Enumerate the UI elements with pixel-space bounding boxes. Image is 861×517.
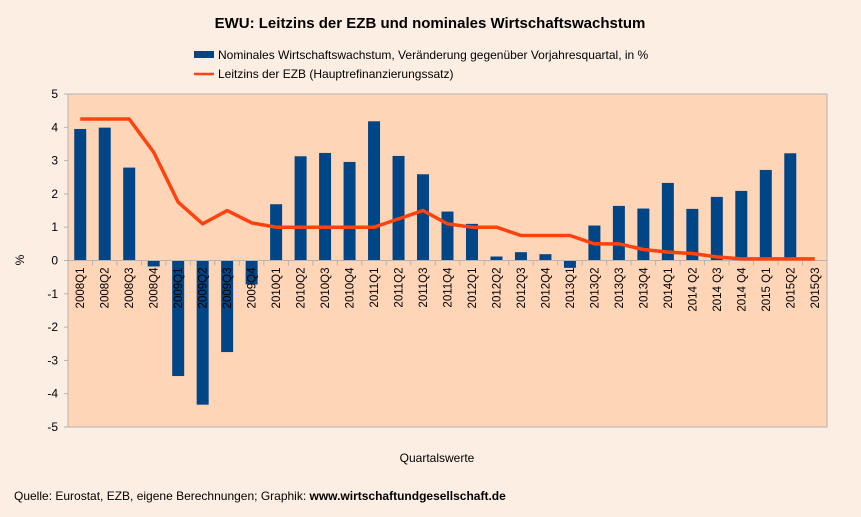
x-tick-label: 2012Q1 xyxy=(467,268,479,309)
bar-2008Q3 xyxy=(123,167,136,261)
bar-2009Q4 xyxy=(245,260,258,285)
x-tick-label: 2010Q4 xyxy=(345,267,357,309)
x-tick-label: 2011Q2 xyxy=(394,268,406,308)
bar-2008Q1 xyxy=(74,128,87,261)
y-tick-label: -5 xyxy=(47,420,58,434)
bar-2013Q4 xyxy=(637,208,650,261)
bar-2013Q1 xyxy=(563,260,576,268)
bar-2009Q3 xyxy=(221,260,234,353)
source-text: Quelle: Eurostat, EZB, eigene Berechnung… xyxy=(14,489,310,503)
y-tick-label: 2 xyxy=(51,187,58,201)
legend-label-rate: Leitzins der EZB (Hauptrefinanzierungssa… xyxy=(218,67,453,81)
x-tick-label: 2012Q3 xyxy=(516,268,528,309)
bar-series xyxy=(74,121,797,405)
bar-2014Q2 xyxy=(686,208,699,261)
bar-2010Q1 xyxy=(270,204,283,261)
y-tick-label: -2 xyxy=(47,320,58,334)
bar-2015Q1 xyxy=(759,169,772,261)
x-tick-label: 2008Q2 xyxy=(100,268,112,309)
x-tick-label: 2009Q3 xyxy=(222,268,234,309)
bar-2011Q4 xyxy=(441,211,454,261)
legend-label-gdp: Nominales Wirtschaftswachstum, Veränderu… xyxy=(218,48,649,62)
legend: Nominales Wirtschaftswachstum, Veränderu… xyxy=(194,48,649,81)
x-tick-label: 2015 Q1 xyxy=(761,268,773,312)
x-tick-label: 2010Q1 xyxy=(271,268,283,309)
x-tick-label: 2015Q2 xyxy=(785,268,797,309)
x-tick-label: 2012Q2 xyxy=(491,268,503,309)
y-tick-label: 5 xyxy=(51,87,58,101)
bar-2014Q1 xyxy=(661,182,674,261)
x-tick-label: 2013Q4 xyxy=(638,267,650,309)
bar-2012Q3 xyxy=(514,252,527,261)
y-tick-label: -4 xyxy=(47,387,58,401)
bar-2011Q2 xyxy=(392,155,405,261)
y-axis: -5 -4 -3 -2 -1 0 1 2 3 4 5 xyxy=(47,87,68,434)
x-tick-label: 2013Q3 xyxy=(614,268,626,309)
bar-2008Q2 xyxy=(98,127,111,261)
x-tick-label: 2009Q2 xyxy=(198,268,210,309)
bar-2012Q1 xyxy=(465,223,478,261)
x-tick-label: 2014Q1 xyxy=(663,268,675,309)
bar-2011Q1 xyxy=(368,121,381,261)
bar-2008Q4 xyxy=(147,260,160,267)
x-tick-label: 2009Q4 xyxy=(247,267,259,309)
y-tick-label: -1 xyxy=(47,287,58,301)
bar-2010Q3 xyxy=(319,152,332,261)
source-footer: Quelle: Eurostat, EZB, eigene Berechnung… xyxy=(14,489,506,503)
y-axis-title: % xyxy=(13,254,27,265)
bar-2012Q4 xyxy=(539,254,552,261)
bar-2014Q4 xyxy=(735,190,748,261)
x-axis: 2008Q1 2008Q2 2008Q3 2008Q4 2009Q1 2009Q2 2009… xyxy=(67,260,828,312)
x-tick-label: 2014 Q4 xyxy=(736,267,748,312)
x-tick-label: 2011Q1 xyxy=(369,268,381,308)
chart-title: EWU: Leitzins der EZB und nominales Wirt… xyxy=(215,15,646,32)
legend-swatch-bar xyxy=(194,51,214,58)
line-series xyxy=(80,117,815,261)
x-tick-label: 2015Q3 xyxy=(810,268,822,309)
bar-2010Q4 xyxy=(343,161,356,261)
source-link[interactable]: www.wirtschaftundgesellschaft.de xyxy=(309,489,507,503)
bar-2009Q1 xyxy=(172,260,185,377)
x-tick-label: 2011Q4 xyxy=(443,267,455,308)
x-tick-label: 2008Q3 xyxy=(124,268,136,309)
y-tick-label: 1 xyxy=(51,220,58,234)
x-tick-label: 2012Q4 xyxy=(540,267,552,309)
x-tick-label: 2014 Q3 xyxy=(712,268,724,312)
x-axis-title: Quartalswerte xyxy=(400,451,475,465)
x-tick-label: 2009Q1 xyxy=(173,268,185,309)
x-tick-label: 2014 Q2 xyxy=(687,268,699,312)
bar-2015Q2 xyxy=(784,153,797,261)
bar-2012Q2 xyxy=(490,256,503,261)
y-tick-label: -3 xyxy=(47,353,58,367)
x-tick-label: 2011Q3 xyxy=(418,268,430,308)
y-tick-label: 3 xyxy=(51,154,58,168)
bar-2013Q3 xyxy=(612,205,625,261)
bar-2010Q2 xyxy=(294,156,307,261)
bar-2011Q3 xyxy=(417,174,430,261)
x-tick-label: 2008Q1 xyxy=(75,268,87,309)
x-tick-label: 2013Q1 xyxy=(565,268,577,309)
x-tick-label: 2013Q2 xyxy=(589,268,601,309)
x-tick-label: 2010Q2 xyxy=(296,268,308,309)
y-tick-label: 4 xyxy=(51,120,58,134)
x-tick-label: 2010Q3 xyxy=(320,268,332,309)
x-tick-label: 2008Q4 xyxy=(149,267,161,309)
y-tick-label: 0 xyxy=(51,254,58,268)
bar-2014Q3 xyxy=(710,196,723,261)
bar-2009Q2 xyxy=(196,260,209,405)
